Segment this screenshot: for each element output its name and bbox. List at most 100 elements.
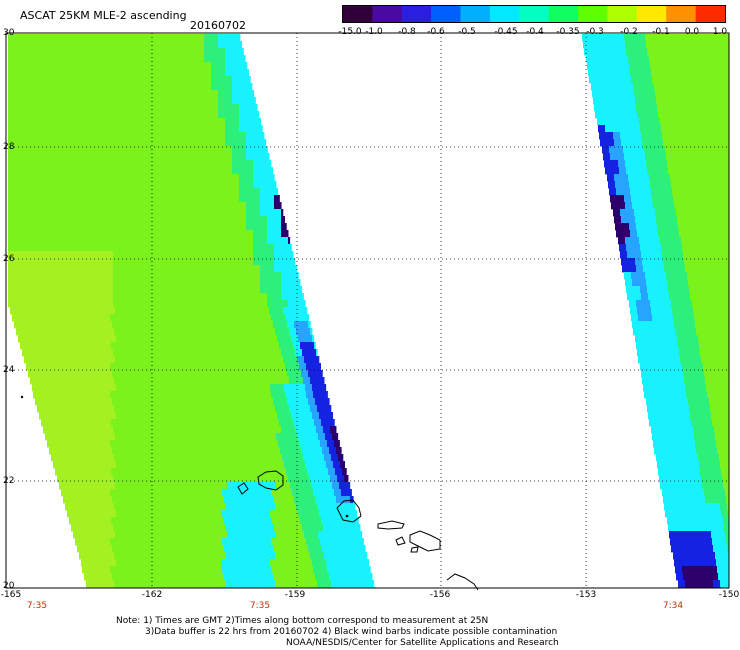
swath-cell (183, 258, 191, 266)
swath-cell (723, 482, 730, 490)
swath-cell (208, 314, 216, 322)
swath-cell (637, 69, 645, 77)
swath-cell (95, 461, 103, 469)
swath-cell (241, 482, 249, 490)
swath-cell (700, 349, 708, 357)
swath-cell (246, 111, 254, 119)
swath-cell (260, 167, 268, 175)
swath-cell (721, 349, 729, 357)
swath-cell (190, 153, 198, 161)
swath-cell (664, 503, 672, 511)
swath-cell (61, 391, 69, 399)
swath-cell (716, 482, 724, 490)
swath-cell (143, 433, 151, 441)
swath-cell (273, 573, 281, 581)
lon-label: -153 (575, 590, 597, 600)
swath-cell (169, 300, 177, 308)
swath-cell (119, 370, 127, 378)
swath-cell (721, 391, 729, 399)
swath-cell (724, 125, 730, 133)
swath-cell (187, 566, 195, 574)
swath-cell (99, 237, 107, 245)
swath-cell (225, 195, 233, 203)
swath-cell (655, 412, 663, 420)
swath-cell (239, 174, 247, 182)
swath-cell (683, 489, 691, 497)
swath-cell (687, 153, 695, 161)
swath-cell (197, 524, 205, 532)
swath-cell (286, 517, 294, 525)
swath-cell (201, 566, 209, 574)
swath-cell (280, 370, 288, 378)
swath-cell (92, 153, 100, 161)
swath-cell (649, 377, 657, 385)
swath-cell (43, 48, 51, 56)
swath-cell (93, 552, 101, 560)
swath-cell (204, 195, 212, 203)
swath-cell (322, 447, 330, 455)
swath-cell (225, 349, 233, 357)
swath-cell (288, 237, 291, 245)
swath-cell (625, 279, 633, 287)
swath-cell (703, 363, 711, 371)
swath-cell (211, 111, 219, 119)
swath-cell (63, 321, 71, 329)
swath-cell (246, 195, 254, 203)
swath-cell (690, 209, 698, 217)
swath-cell (66, 356, 74, 364)
swath-cell (253, 244, 261, 252)
swath-cell (218, 216, 226, 224)
swath-cell (239, 97, 247, 105)
swath-cell (225, 160, 233, 168)
swath-cell (697, 251, 705, 259)
swath-cell (700, 307, 708, 315)
swath-cell (310, 377, 318, 385)
swath-cell (662, 251, 670, 259)
swath-cell (22, 272, 30, 280)
swath-cell (693, 426, 701, 434)
swath-cell (691, 216, 699, 224)
swath-cell (715, 76, 723, 84)
swath-cell (106, 132, 114, 140)
swath-cell (22, 139, 30, 147)
swath-cell (232, 286, 240, 294)
swath-cell (225, 237, 233, 245)
swath-cell (91, 496, 99, 504)
swath-cell (113, 48, 121, 56)
swath-cell (106, 97, 114, 105)
swath-cell (646, 41, 654, 49)
swath-cell (639, 237, 647, 245)
swath-cell (197, 153, 205, 161)
swath-cell (677, 55, 685, 63)
swath-cell (267, 195, 275, 203)
swath-cell (135, 552, 143, 560)
swath-cell (134, 209, 142, 217)
swath-cell (57, 167, 65, 175)
swath-cell (113, 188, 121, 196)
swath-cell (704, 209, 712, 217)
swath-cell (171, 356, 179, 364)
swath-cell (187, 440, 195, 448)
swath-cell (15, 62, 23, 70)
swath-cell (126, 545, 134, 553)
swath-cell (334, 489, 342, 497)
swath-cell (648, 251, 656, 259)
swath-cell (271, 363, 279, 371)
swath-cell (165, 510, 173, 518)
swath-cell (604, 41, 612, 49)
swath-cell (47, 391, 55, 399)
swath-cell (659, 272, 667, 280)
swath-cell (169, 230, 177, 238)
swath-cell (668, 328, 676, 336)
swath-cell (246, 475, 254, 483)
swath-cell (176, 90, 184, 98)
swath-cell (260, 202, 268, 210)
swath-cell (99, 216, 107, 224)
swath-cell (658, 188, 666, 196)
swath-cell (65, 405, 73, 413)
swath-cell (64, 349, 72, 357)
swath-cell (57, 76, 65, 84)
swath-cell (69, 468, 77, 476)
swath-cell (133, 398, 141, 406)
swath-cell (284, 412, 292, 420)
